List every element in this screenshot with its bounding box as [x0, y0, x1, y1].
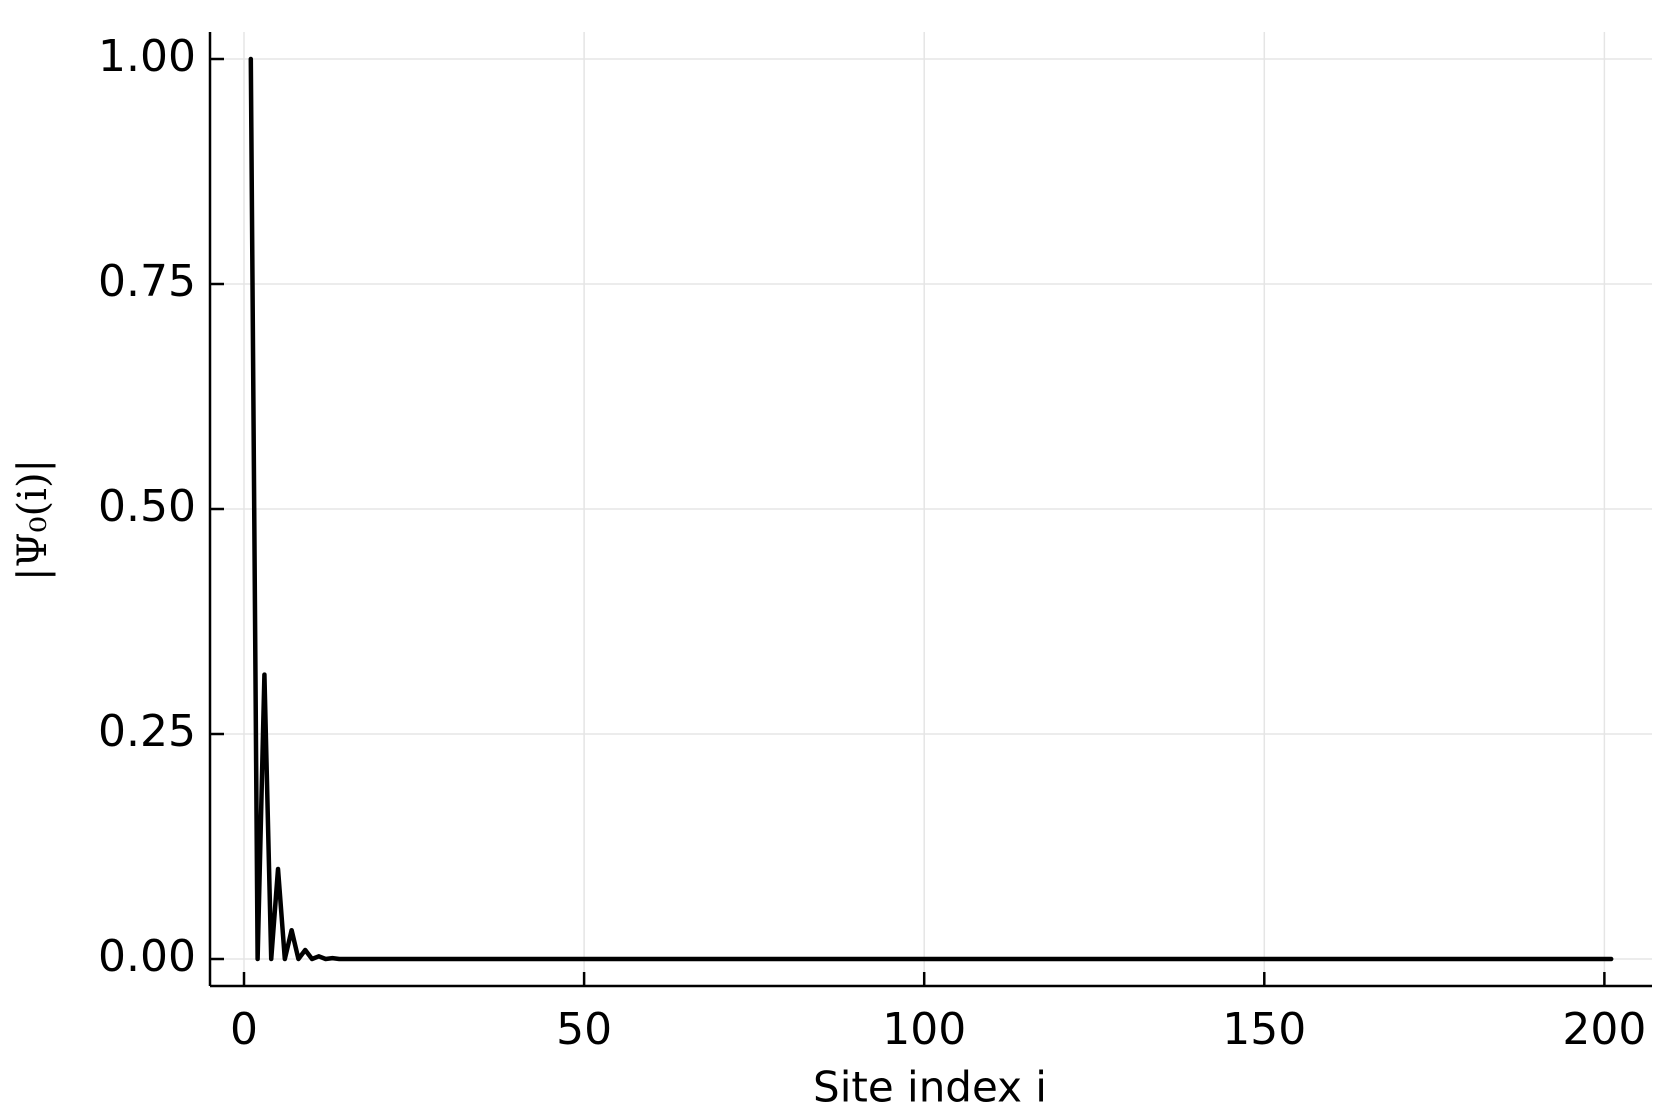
line	[248, 56, 1614, 962]
y-tick-label: 0.50	[98, 481, 196, 532]
y-tick-label: 0.00	[98, 931, 196, 982]
x-tick-label: 0	[230, 1004, 258, 1055]
x-axis-label: Site index i	[813, 1063, 1047, 1107]
y-tick-label: 0.25	[98, 706, 196, 757]
x-tick-label: 50	[556, 1004, 612, 1055]
x-tick-label: 200	[1562, 1004, 1646, 1055]
y-tick-label: 1.00	[98, 31, 196, 82]
x-tick-label: 100	[882, 1004, 966, 1055]
y-axis-label: |Ψ₀(i)|	[10, 459, 56, 581]
y-tick-label: 0.75	[98, 256, 196, 307]
x-tick-label: 150	[1222, 1004, 1306, 1055]
